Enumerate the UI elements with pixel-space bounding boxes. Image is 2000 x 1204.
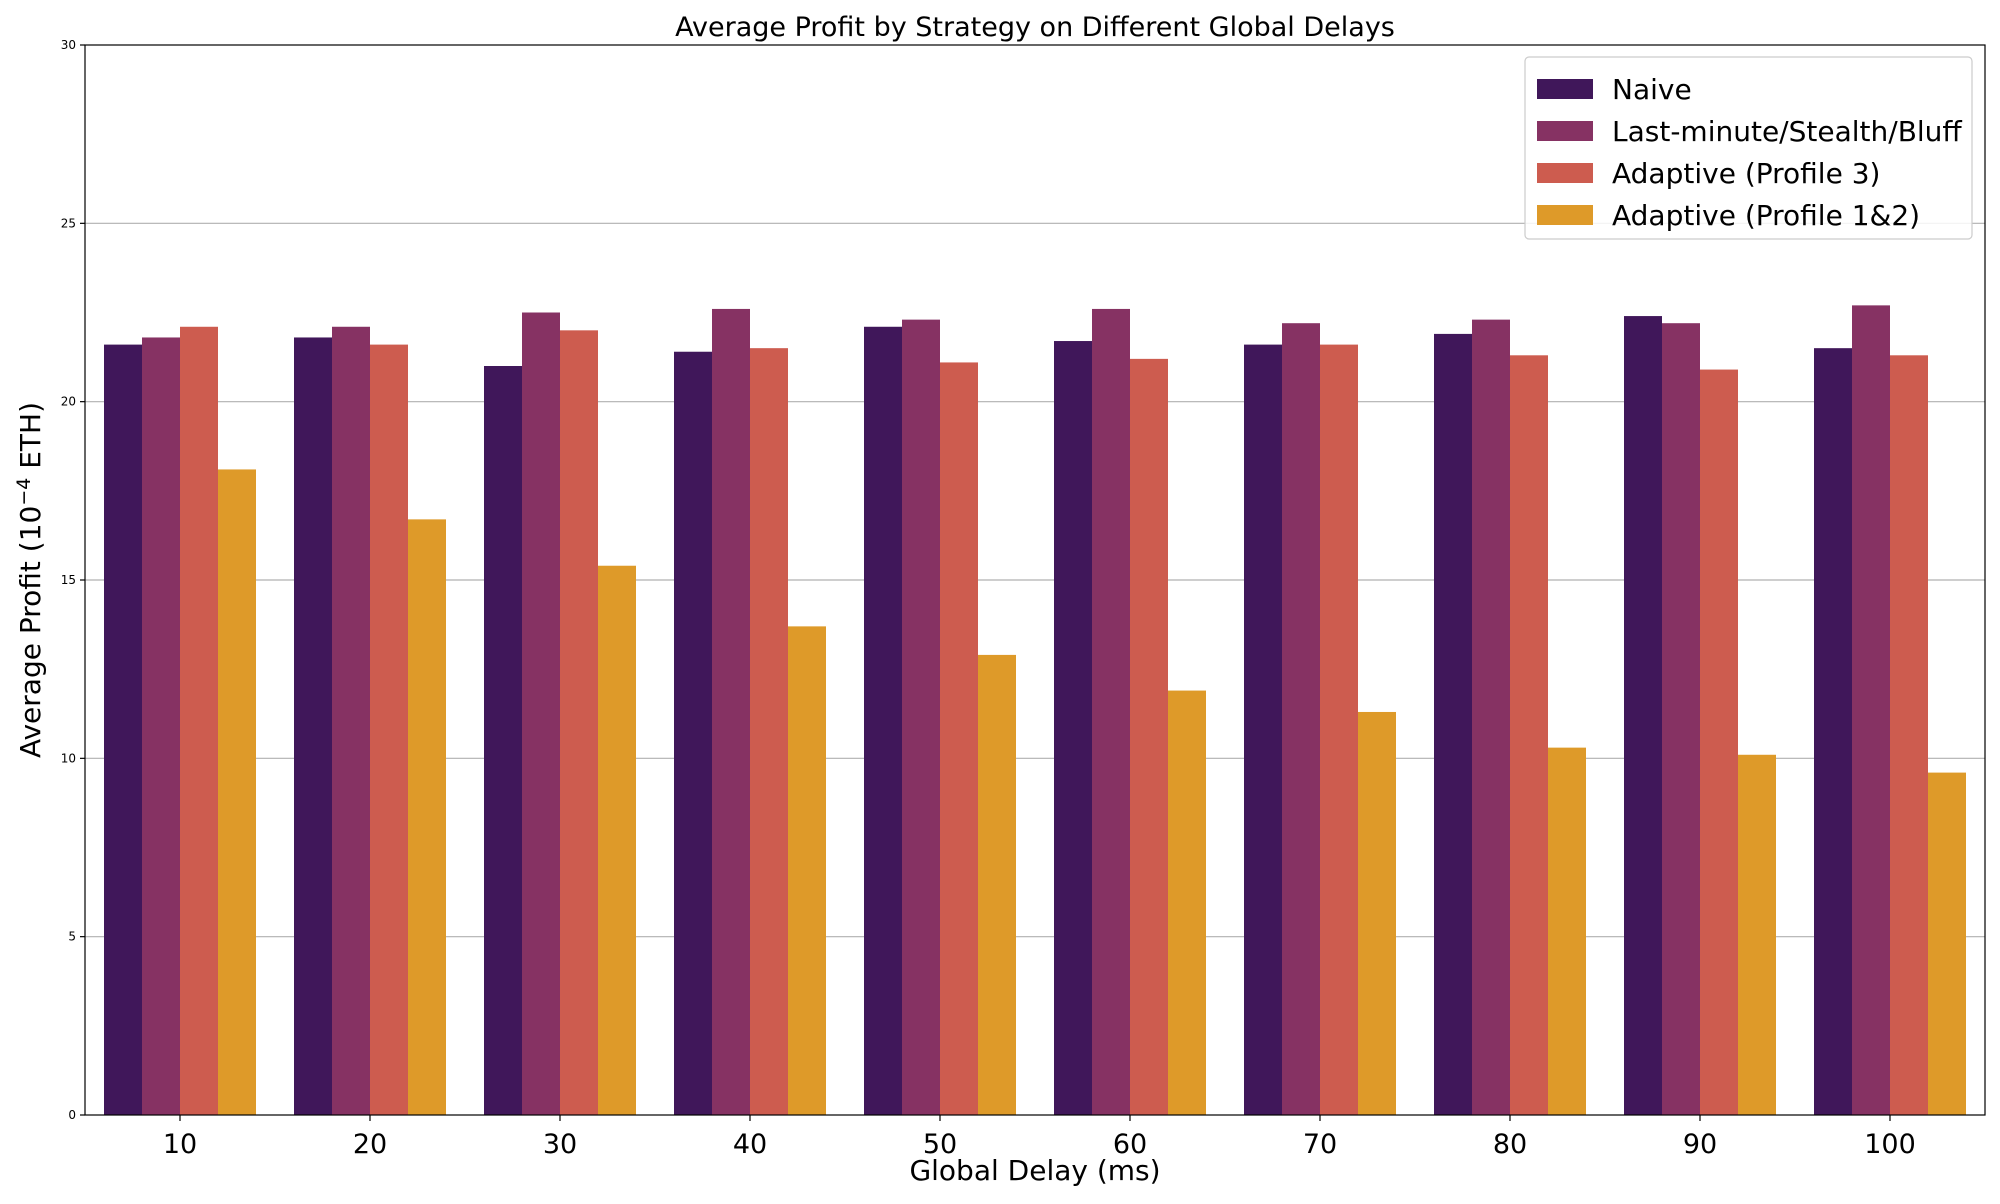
bar-20-series-4 xyxy=(408,519,446,1115)
bar-40-series-2 xyxy=(712,308,750,1115)
bar-50-series-4 xyxy=(978,654,1016,1115)
y-tick-label: 30 xyxy=(61,38,76,52)
legend-label: Adaptive (Profile 3) xyxy=(1612,157,1880,190)
bar-20-series-1 xyxy=(294,337,332,1115)
bar-60-series-3 xyxy=(1130,358,1168,1115)
y-tick-label: 10 xyxy=(61,751,76,765)
legend-swatch xyxy=(1537,205,1593,225)
bar-10-series-2 xyxy=(142,337,180,1115)
legend-swatch xyxy=(1537,121,1593,141)
bar-90-series-1 xyxy=(1624,316,1662,1116)
bar-40-series-4 xyxy=(788,626,826,1115)
bar-60-series-2 xyxy=(1092,308,1130,1115)
x-tick-label: 50 xyxy=(923,1129,957,1160)
bar-80-series-1 xyxy=(1434,333,1472,1115)
bar-90-series-4 xyxy=(1738,754,1776,1115)
x-tick-label: 60 xyxy=(1113,1129,1147,1160)
bar-50-series-2 xyxy=(902,319,940,1116)
bar-70-series-3 xyxy=(1320,344,1358,1116)
bar-50-series-3 xyxy=(940,362,978,1115)
y-tick-label: 0 xyxy=(68,1108,76,1122)
bar-90-series-3 xyxy=(1700,369,1738,1116)
bar-100-series-1 xyxy=(1814,348,1852,1116)
y-axis-ticks: 0 5 10 15 20 25 30 xyxy=(61,38,85,1122)
y-axis-label-suffix: ETH) xyxy=(14,402,47,478)
bar-80-series-4 xyxy=(1548,747,1586,1115)
bar-30-series-4 xyxy=(598,565,636,1115)
bar-90-series-2 xyxy=(1662,323,1700,1115)
bar-100-series-3 xyxy=(1890,355,1928,1115)
bar-60-series-1 xyxy=(1054,341,1092,1115)
bar-30-series-3 xyxy=(560,330,598,1115)
legend-label: Last-minute/Stealth/Bluff xyxy=(1612,115,1962,148)
bar-10-series-4 xyxy=(218,469,256,1115)
x-tick-label: 40 xyxy=(733,1129,767,1160)
y-tick-label: 5 xyxy=(68,930,76,944)
bar-70-series-4 xyxy=(1358,711,1396,1115)
bar-20-series-3 xyxy=(370,344,408,1116)
bar-20-series-2 xyxy=(332,326,370,1115)
chart-title: Average Profit by Strategy on Different … xyxy=(675,12,1395,43)
x-tick-label: 70 xyxy=(1303,1129,1337,1160)
x-tick-label: 10 xyxy=(163,1129,197,1160)
legend-label: Naive xyxy=(1612,73,1692,106)
bar-40-series-1 xyxy=(674,351,712,1115)
legend-swatch xyxy=(1537,163,1593,183)
y-tick-label: 25 xyxy=(61,216,76,230)
bar-30-series-1 xyxy=(484,366,522,1115)
bar-70-series-2 xyxy=(1282,323,1320,1115)
y-tick-label: 20 xyxy=(61,395,76,409)
y-axis-label: Average Profit (10−4 ETH) xyxy=(13,402,47,758)
x-tick-label: 80 xyxy=(1493,1129,1527,1160)
legend-box xyxy=(1524,56,1973,240)
bar-40-series-3 xyxy=(750,348,788,1116)
x-tick-label: 20 xyxy=(353,1129,387,1160)
bar-30-series-2 xyxy=(522,312,560,1115)
bar-70-series-1 xyxy=(1244,344,1282,1116)
legend: Naive Last-minute/Stealth/Bluff Adaptive (… xyxy=(1524,56,1973,240)
legend-swatch xyxy=(1537,79,1593,99)
bar-60-series-4 xyxy=(1168,690,1206,1115)
x-tick-label: 100 xyxy=(1864,1129,1916,1160)
y-axis-label-exponent: −4 xyxy=(13,478,35,506)
x-tick-label: 30 xyxy=(543,1129,577,1160)
bar-50-series-1 xyxy=(864,326,902,1115)
bar-80-series-2 xyxy=(1472,319,1510,1116)
legend-label: Adaptive (Profile 1&2) xyxy=(1612,199,1920,232)
x-tick-label: 90 xyxy=(1683,1129,1717,1160)
bar-80-series-3 xyxy=(1510,355,1548,1115)
y-tick-label: 15 xyxy=(61,573,76,587)
bar-100-series-2 xyxy=(1852,305,1890,1115)
x-axis-ticks: 10 20 30 40 50 60 70 80 90 100 xyxy=(163,1115,1916,1160)
bar-100-series-4 xyxy=(1928,772,1966,1115)
x-axis-label: Global Delay (ms) xyxy=(909,1154,1160,1187)
bar-10-series-1 xyxy=(104,344,142,1116)
bar-10-series-3 xyxy=(180,326,218,1115)
bars xyxy=(104,305,1966,1116)
y-axis-label-prefix: Average Profit (10 xyxy=(14,506,47,758)
